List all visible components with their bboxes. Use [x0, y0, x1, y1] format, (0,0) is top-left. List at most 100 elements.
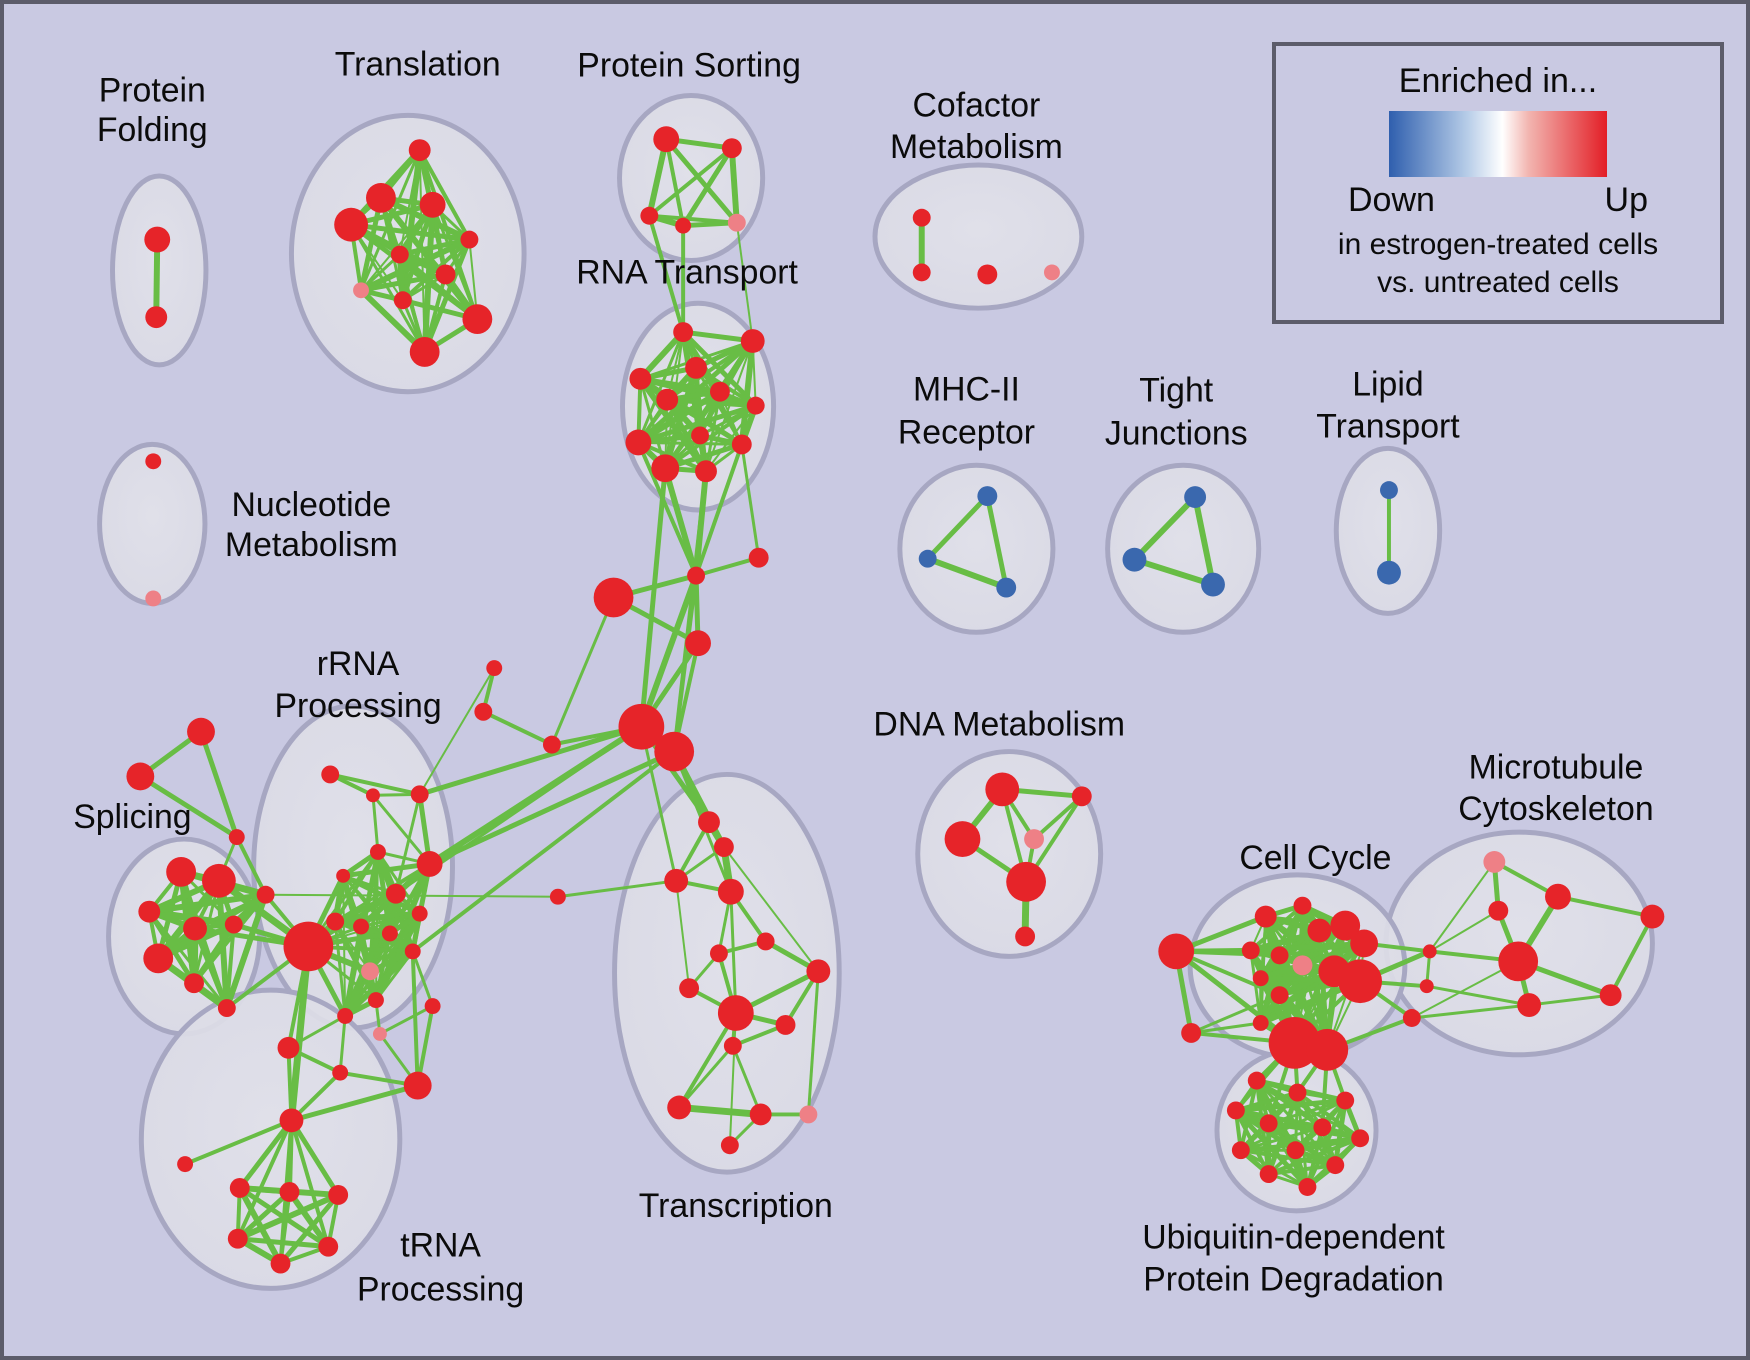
network-node-r7[interactable]	[385, 883, 406, 904]
network-node-x4[interactable]	[685, 630, 711, 657]
network-node-m1[interactable]	[277, 1036, 300, 1059]
network-node-u10[interactable]	[720, 1136, 739, 1155]
network-node-c11[interactable]	[1338, 959, 1382, 1004]
network-node-rt2[interactable]	[740, 329, 765, 353]
network-node-mh2[interactable]	[918, 549, 937, 568]
network-node-c7[interactable]	[1350, 929, 1379, 958]
network-node-tj3[interactable]	[1201, 572, 1225, 597]
network-node-m2[interactable]	[332, 1064, 349, 1081]
network-node-rt7[interactable]	[746, 396, 765, 415]
network-node-s3[interactable]	[138, 900, 161, 923]
network-node-s1[interactable]	[166, 856, 197, 887]
network-node-ub11[interactable]	[1259, 1165, 1278, 1184]
network-node-ub9[interactable]	[1286, 1141, 1305, 1160]
network-node-g3[interactable]	[228, 829, 245, 846]
network-node-d3[interactable]	[1071, 786, 1092, 807]
network-node-rt4[interactable]	[629, 367, 652, 390]
network-node-c4[interactable]	[1293, 896, 1312, 915]
network-node-t5[interactable]	[460, 230, 479, 249]
network-node-q3[interactable]	[328, 1185, 349, 1205]
network-node-rt1[interactable]	[673, 322, 694, 342]
network-node-rt8[interactable]	[625, 429, 652, 456]
network-node-q2[interactable]	[279, 1182, 300, 1202]
network-node-y1[interactable]	[486, 660, 503, 677]
network-node-ps3[interactable]	[640, 206, 659, 225]
network-node-r14[interactable]	[337, 1008, 354, 1024]
network-node-rt9[interactable]	[691, 426, 709, 445]
network-node-cp[interactable]	[1292, 955, 1313, 976]
network-node-ub10[interactable]	[1326, 1156, 1345, 1175]
network-node-nu2[interactable]	[145, 590, 162, 607]
network-node-mt6[interactable]	[1517, 993, 1542, 1018]
network-node-tc4[interactable]	[717, 878, 744, 905]
network-node-t8[interactable]	[353, 282, 369, 299]
network-node-t11[interactable]	[409, 337, 440, 367]
network-node-ub7[interactable]	[1351, 1129, 1370, 1148]
network-node-g2[interactable]	[126, 762, 155, 791]
network-node-d4[interactable]	[1006, 861, 1046, 902]
network-node-h2[interactable]	[654, 731, 695, 772]
network-node-mh1[interactable]	[977, 486, 998, 507]
network-node-r1[interactable]	[321, 765, 340, 784]
network-node-r6[interactable]	[416, 850, 443, 877]
network-node-r13[interactable]	[368, 992, 384, 1009]
network-node-rt5[interactable]	[709, 381, 730, 402]
network-node-x2[interactable]	[748, 547, 769, 568]
network-node-mp[interactable]	[372, 1026, 387, 1041]
network-node-s2[interactable]	[201, 863, 236, 898]
network-node-rt3[interactable]	[685, 356, 707, 379]
network-node-c5[interactable]	[1330, 910, 1361, 941]
network-node-u8[interactable]	[667, 1095, 692, 1120]
network-node-c6[interactable]	[1307, 918, 1332, 943]
network-node-lt1[interactable]	[1380, 481, 1398, 500]
network-node-ps2[interactable]	[721, 138, 742, 159]
network-node-s8[interactable]	[217, 999, 236, 1018]
network-node-t4[interactable]	[334, 207, 368, 242]
network-node-tc3[interactable]	[664, 868, 689, 893]
network-node-tc1[interactable]	[698, 811, 720, 834]
network-node-r9[interactable]	[353, 918, 369, 935]
network-node-nu1[interactable]	[145, 453, 162, 470]
network-node-tcL[interactable]	[549, 888, 566, 905]
network-node-d5[interactable]	[1015, 926, 1036, 947]
network-node-c12[interactable]	[1252, 970, 1269, 987]
network-node-ps4[interactable]	[675, 217, 692, 234]
network-node-mh3[interactable]	[996, 577, 1017, 598]
network-node-t10[interactable]	[462, 304, 493, 335]
network-node-pf2[interactable]	[145, 306, 168, 329]
network-node-co4[interactable]	[1044, 264, 1060, 281]
network-node-lt2[interactable]	[1377, 560, 1401, 585]
network-node-q6[interactable]	[270, 1253, 291, 1274]
network-node-u3[interactable]	[806, 959, 831, 984]
network-node-r10[interactable]	[381, 925, 398, 942]
network-node-u5[interactable]	[717, 995, 754, 1031]
network-node-u1[interactable]	[709, 944, 728, 963]
network-node-t7[interactable]	[435, 264, 456, 285]
network-node-mtJ3[interactable]	[1402, 1009, 1421, 1027]
network-node-rp[interactable]	[361, 962, 379, 981]
network-node-r3[interactable]	[410, 785, 429, 804]
network-node-c13[interactable]	[1270, 986, 1289, 1005]
network-node-r15[interactable]	[283, 921, 334, 972]
network-node-r5[interactable]	[336, 868, 351, 883]
network-node-q1[interactable]	[229, 1178, 250, 1198]
network-node-x3[interactable]	[593, 577, 634, 618]
network-node-c9[interactable]	[1270, 946, 1289, 965]
network-node-ps1[interactable]	[653, 126, 680, 153]
network-node-m3[interactable]	[403, 1071, 432, 1100]
network-node-t6[interactable]	[390, 245, 409, 264]
network-node-q0[interactable]	[279, 1108, 304, 1133]
network-node-g1[interactable]	[187, 717, 215, 746]
network-node-r4[interactable]	[369, 844, 386, 860]
network-node-u7[interactable]	[723, 1036, 742, 1055]
network-node-c14[interactable]	[1252, 1015, 1269, 1031]
network-node-c2[interactable]	[1181, 1022, 1202, 1043]
network-node-y2[interactable]	[474, 702, 493, 721]
network-node-ub4[interactable]	[1226, 1101, 1245, 1120]
network-node-u9[interactable]	[749, 1103, 772, 1126]
network-node-rt6[interactable]	[656, 388, 679, 411]
network-node-j1[interactable]	[256, 885, 275, 904]
network-node-c1[interactable]	[1158, 933, 1195, 970]
network-node-rt11[interactable]	[651, 454, 680, 483]
network-node-r2[interactable]	[366, 788, 380, 803]
